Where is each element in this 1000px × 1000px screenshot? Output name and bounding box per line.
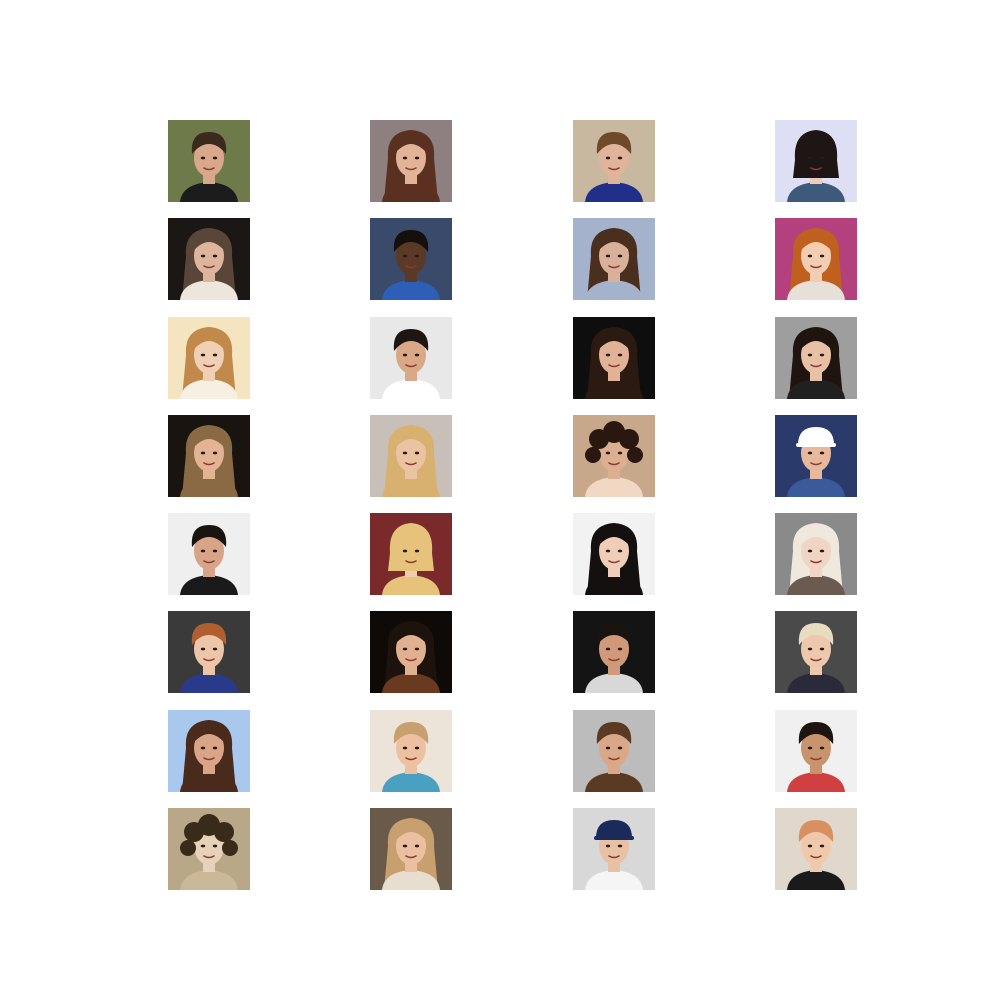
face-photo-image xyxy=(573,415,655,497)
face-photo-image xyxy=(775,415,857,497)
face-photo-image xyxy=(775,513,857,595)
face-photo-image xyxy=(775,317,857,399)
face-photo xyxy=(168,317,250,399)
face-photo-image xyxy=(775,120,857,202)
face-photo-image xyxy=(370,317,452,399)
face-photo-image xyxy=(775,808,857,890)
face-photo xyxy=(775,120,857,202)
face-photo-image xyxy=(168,710,250,792)
face-photo-image xyxy=(370,710,452,792)
face-photo xyxy=(775,317,857,399)
face-photo-image xyxy=(573,808,655,890)
face-photo-image xyxy=(573,218,655,300)
face-photo-image xyxy=(775,611,857,693)
face-photo-image xyxy=(573,710,655,792)
face-photo xyxy=(370,513,452,595)
face-photo-image xyxy=(370,808,452,890)
face-photo-image xyxy=(370,120,452,202)
face-photo-image xyxy=(168,317,250,399)
face-photo-image xyxy=(168,415,250,497)
face-photo-image xyxy=(370,218,452,300)
face-photo xyxy=(168,218,250,300)
face-photo xyxy=(168,415,250,497)
face-photo xyxy=(573,710,655,792)
face-photo xyxy=(370,317,452,399)
face-photo xyxy=(168,513,250,595)
face-photo xyxy=(775,808,857,890)
face-photo xyxy=(168,710,250,792)
face-photo xyxy=(168,120,250,202)
face-photo xyxy=(573,415,655,497)
face-photo-image xyxy=(573,611,655,693)
face-photo-image xyxy=(775,710,857,792)
face-photo xyxy=(775,611,857,693)
face-photo-image xyxy=(168,218,250,300)
face-photo-image xyxy=(370,513,452,595)
face-photo-image xyxy=(775,218,857,300)
face-photo xyxy=(573,317,655,399)
face-photo xyxy=(168,808,250,890)
face-photo-image xyxy=(573,317,655,399)
face-photo xyxy=(370,710,452,792)
face-photo xyxy=(370,415,452,497)
face-photo xyxy=(573,808,655,890)
face-photo xyxy=(370,218,452,300)
face-photo-image xyxy=(168,611,250,693)
face-photo xyxy=(775,513,857,595)
face-photo xyxy=(775,218,857,300)
face-photo xyxy=(775,710,857,792)
face-photo xyxy=(573,513,655,595)
face-photo xyxy=(370,120,452,202)
face-photo xyxy=(573,218,655,300)
face-photo xyxy=(370,808,452,890)
face-photo xyxy=(370,611,452,693)
face-photo-image xyxy=(370,415,452,497)
face-photo-image xyxy=(168,120,250,202)
face-photo-image xyxy=(573,513,655,595)
face-photo-image xyxy=(573,120,655,202)
face-photo xyxy=(168,611,250,693)
face-photo-image xyxy=(168,808,250,890)
face-photo-image xyxy=(370,611,452,693)
face-photo xyxy=(573,120,655,202)
face-photo-image xyxy=(168,513,250,595)
face-photo xyxy=(775,415,857,497)
face-photo xyxy=(573,611,655,693)
